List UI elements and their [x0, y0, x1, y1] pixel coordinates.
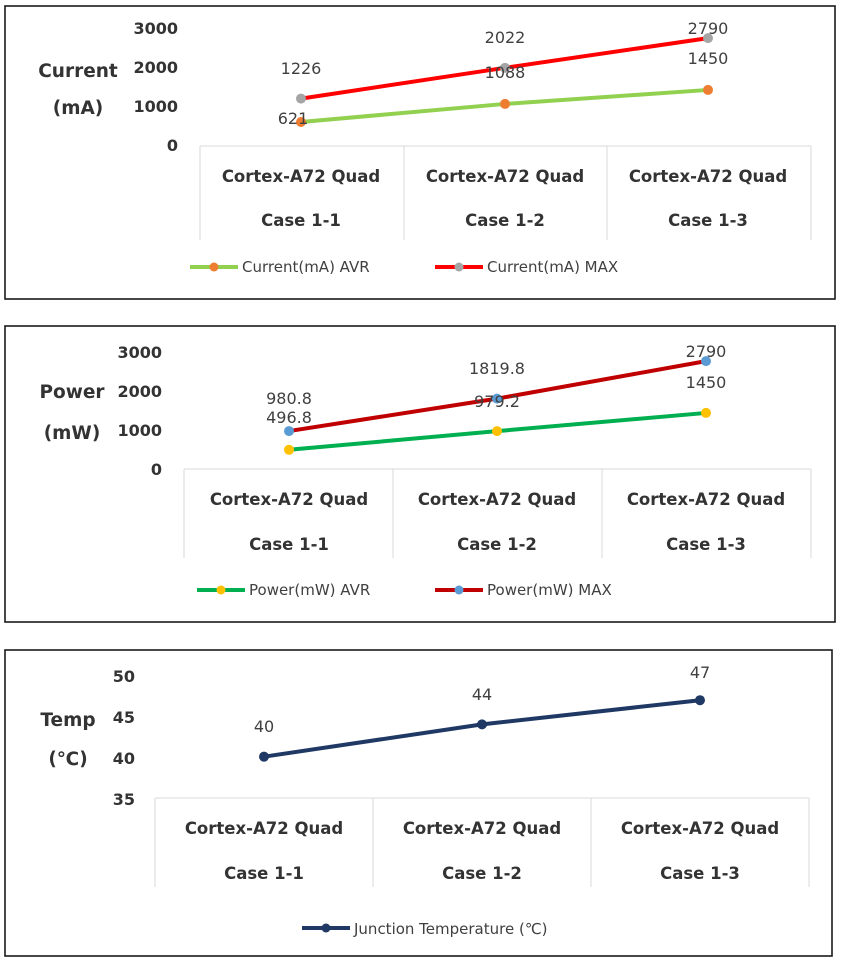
- current-max-label-1: 2022: [485, 28, 526, 47]
- temp-legend-marker: [321, 923, 331, 933]
- current-avr-label-1: 1088: [485, 63, 526, 82]
- temp-legend-label: Junction Temperature (℃): [353, 920, 548, 938]
- temp-ytick-2: 45: [113, 708, 135, 727]
- power-chart-frame: [4, 325, 836, 623]
- temp-ytick-0: 35: [113, 790, 135, 809]
- temp-cat-1-line1: Cortex-A72 Quad: [403, 819, 561, 838]
- current-legend-max-marker: [454, 262, 464, 272]
- power-max-label-0: 980.8: [266, 389, 312, 408]
- power-cat-2-line1: Cortex-A72 Quad: [627, 490, 785, 509]
- current-legend-max-label: Current(mA) MAX: [487, 258, 618, 276]
- temp-ylabel-line1: Temp: [40, 710, 95, 731]
- power-ytick-1: 1000: [117, 421, 162, 440]
- current-max-label-2: 2790: [688, 19, 729, 38]
- temp-point: [259, 751, 269, 762]
- current-avr-point: [703, 84, 713, 95]
- current-ylabel-line2: (mA): [53, 98, 104, 119]
- temp-label-2: 47: [690, 663, 710, 682]
- current-max-point: [296, 93, 306, 104]
- current-ytick-0: 0: [167, 136, 178, 155]
- current-max-label-0: 1226: [281, 59, 322, 78]
- current-avr-point: [500, 98, 510, 109]
- power-avr-point: [701, 407, 711, 418]
- current-legend-avr-marker: [209, 262, 219, 272]
- power-avr-point: [284, 444, 294, 455]
- current-cat-1-line1: Cortex-A72 Quad: [426, 167, 584, 186]
- temp-point: [695, 695, 705, 706]
- power-chart: Power (mW) 0 1000 2000 3000 Cortex-A72 Q…: [4, 325, 836, 623]
- power-ytick-3: 3000: [117, 343, 162, 362]
- current-chart-frame: [4, 5, 836, 300]
- current-cat-0-line2: Case 1-1: [261, 211, 341, 230]
- current-avr-label-2: 1450: [688, 49, 729, 68]
- power-cat-0-line2: Case 1-1: [249, 535, 329, 554]
- current-avr-label-0: 621: [278, 109, 309, 128]
- current-ytick-3: 3000: [133, 19, 178, 38]
- power-avr-point: [492, 426, 502, 437]
- temp-chart: Temp (℃) 35 40 45 50 Cortex-A72 Quad Cas…: [4, 649, 833, 957]
- power-max-label-2: 2790: [686, 342, 727, 361]
- power-legend-max-marker: [454, 585, 464, 595]
- current-ytick-2: 2000: [133, 58, 178, 77]
- power-cat-0-line1: Cortex-A72 Quad: [210, 490, 368, 509]
- power-cat-2-line2: Case 1-3: [666, 535, 746, 554]
- current-cat-1-line2: Case 1-2: [465, 211, 545, 230]
- current-cat-0-line1: Cortex-A72 Quad: [222, 167, 380, 186]
- power-max-label-1: 1819.8: [469, 359, 525, 378]
- temp-cat-2-line1: Cortex-A72 Quad: [621, 819, 779, 838]
- power-max-point: [284, 426, 294, 437]
- temp-cat-0-line2: Case 1-1: [224, 864, 304, 883]
- current-chart: Current (mA) 0 1000 2000 3000 Cortex-A72…: [4, 5, 836, 300]
- temp-label-0: 40: [254, 717, 274, 736]
- current-cat-2-line1: Cortex-A72 Quad: [629, 167, 787, 186]
- current-ylabel-line1: Current: [38, 61, 118, 82]
- power-cat-1-line1: Cortex-A72 Quad: [418, 490, 576, 509]
- power-avr-label-2: 1450: [686, 373, 727, 392]
- power-ytick-2: 2000: [117, 382, 162, 401]
- power-ytick-0: 0: [151, 460, 162, 479]
- temp-cat-2-line2: Case 1-3: [660, 864, 740, 883]
- temp-point: [477, 719, 487, 730]
- current-avr-point: [296, 116, 306, 127]
- power-avr-label-1: 979.2: [474, 392, 520, 411]
- current-cat-2-line2: Case 1-3: [668, 211, 748, 230]
- current-ytick-1: 1000: [133, 97, 178, 116]
- power-legend-avr-label: Power(mW) AVR: [249, 581, 370, 599]
- power-cat-1-line2: Case 1-2: [457, 535, 537, 554]
- power-avr-label-0: 496.8: [266, 408, 312, 427]
- current-max-point: [500, 62, 510, 73]
- power-ylabel-line2: (mW): [44, 423, 101, 444]
- temp-cat-0-line1: Cortex-A72 Quad: [185, 819, 343, 838]
- temp-label-1: 44: [472, 685, 492, 704]
- power-max-point: [492, 393, 502, 404]
- temp-ytick-3: 50: [113, 667, 135, 686]
- power-legend-max-label: Power(mW) MAX: [487, 581, 612, 599]
- current-legend-avr-label: Current(mA) AVR: [242, 258, 370, 276]
- power-max-point: [701, 356, 711, 367]
- temp-ytick-1: 40: [113, 749, 135, 768]
- temp-cat-1-line2: Case 1-2: [442, 864, 522, 883]
- power-legend-avr-marker: [216, 585, 226, 595]
- power-ylabel-line1: Power: [39, 382, 105, 403]
- temp-ylabel-line2: (℃): [48, 749, 87, 770]
- current-max-point: [703, 33, 713, 44]
